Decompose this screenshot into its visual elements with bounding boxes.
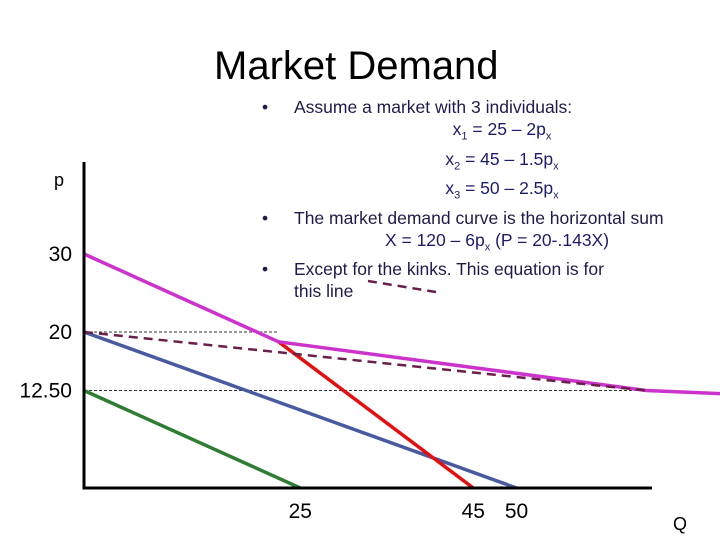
x-tick-label-25: 25 bbox=[289, 500, 312, 523]
equation-market: X = 120 – 6px (P = 20-.143X) bbox=[384, 229, 610, 254]
equation-line-sample bbox=[367, 279, 437, 294]
slide-title: Market Demand bbox=[214, 44, 499, 88]
bullet-marker: • bbox=[262, 259, 269, 279]
series-line-green bbox=[83, 388, 302, 490]
y-tick-label-12-50: 12.50 bbox=[19, 380, 72, 403]
bullet-3: • Except for the kinks. This equation is… bbox=[262, 258, 702, 302]
y-tick-label-20: 20 bbox=[49, 321, 72, 344]
bullet-marker: • bbox=[262, 207, 269, 228]
series-line-equation-dashed bbox=[83, 330, 647, 392]
series-line-blue bbox=[83, 330, 518, 490]
bullet-2: • The market demand curve is the horizon… bbox=[262, 207, 702, 229]
x-axis-label: Q bbox=[673, 514, 687, 534]
bullet-1: • Assume a market with 3 individuals: bbox=[262, 96, 702, 118]
bullet-text: The market demand curve is the horizonta… bbox=[294, 207, 664, 228]
bullet-text: Assume a market with 3 individuals: bbox=[294, 97, 573, 117]
equation-x3: x3 = 50 – 2.5px bbox=[445, 178, 559, 202]
equation-x2: x2 = 45 – 1.5px bbox=[445, 148, 559, 173]
y-axis-label: p bbox=[54, 170, 64, 190]
bullet-text: Except for the kinks. This equation is f… bbox=[294, 259, 604, 301]
x-tick-label-50: 50 bbox=[505, 500, 528, 523]
x-tick-label-45: 45 bbox=[462, 500, 485, 523]
series-line-red bbox=[277, 340, 475, 490]
bullet-marker: • bbox=[262, 97, 269, 117]
y-tick-label-30: 30 bbox=[49, 243, 72, 266]
bullet-list: • Assume a market with 3 individuals: x1… bbox=[262, 96, 702, 302]
series-line-market-demand bbox=[83, 252, 720, 396]
equation-x1: x1 = 25 – 2px bbox=[452, 119, 552, 143]
